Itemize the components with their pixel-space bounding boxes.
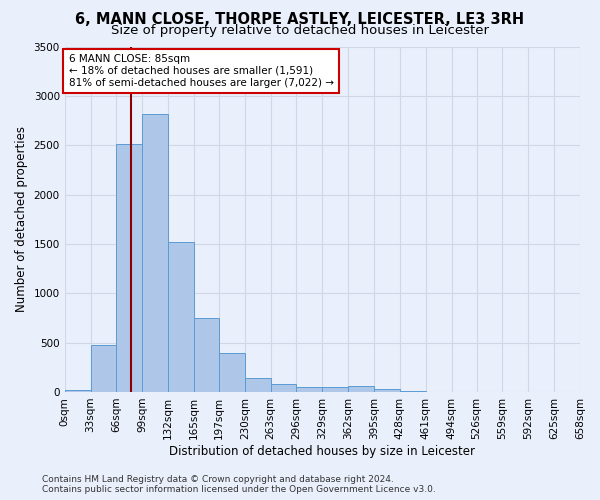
Bar <box>219 354 245 392</box>
Bar <box>400 391 426 392</box>
Bar <box>142 114 168 392</box>
Bar <box>116 144 142 392</box>
Bar <box>348 386 374 392</box>
Bar <box>296 386 322 392</box>
Y-axis label: Number of detached properties: Number of detached properties <box>15 126 28 312</box>
Text: Contains HM Land Registry data © Crown copyright and database right 2024.
Contai: Contains HM Land Registry data © Crown c… <box>42 474 436 494</box>
Text: 6 MANN CLOSE: 85sqm
← 18% of detached houses are smaller (1,591)
81% of semi-det: 6 MANN CLOSE: 85sqm ← 18% of detached ho… <box>68 54 334 88</box>
Bar <box>65 390 91 392</box>
Bar <box>194 318 219 392</box>
Bar <box>271 384 296 392</box>
Text: Size of property relative to detached houses in Leicester: Size of property relative to detached ho… <box>111 24 489 37</box>
Bar <box>245 378 271 392</box>
Bar <box>91 344 116 392</box>
Text: 6, MANN CLOSE, THORPE ASTLEY, LEICESTER, LE3 3RH: 6, MANN CLOSE, THORPE ASTLEY, LEICESTER,… <box>76 12 524 26</box>
Bar <box>322 386 348 392</box>
X-axis label: Distribution of detached houses by size in Leicester: Distribution of detached houses by size … <box>169 444 475 458</box>
Bar <box>374 389 400 392</box>
Bar <box>168 242 194 392</box>
